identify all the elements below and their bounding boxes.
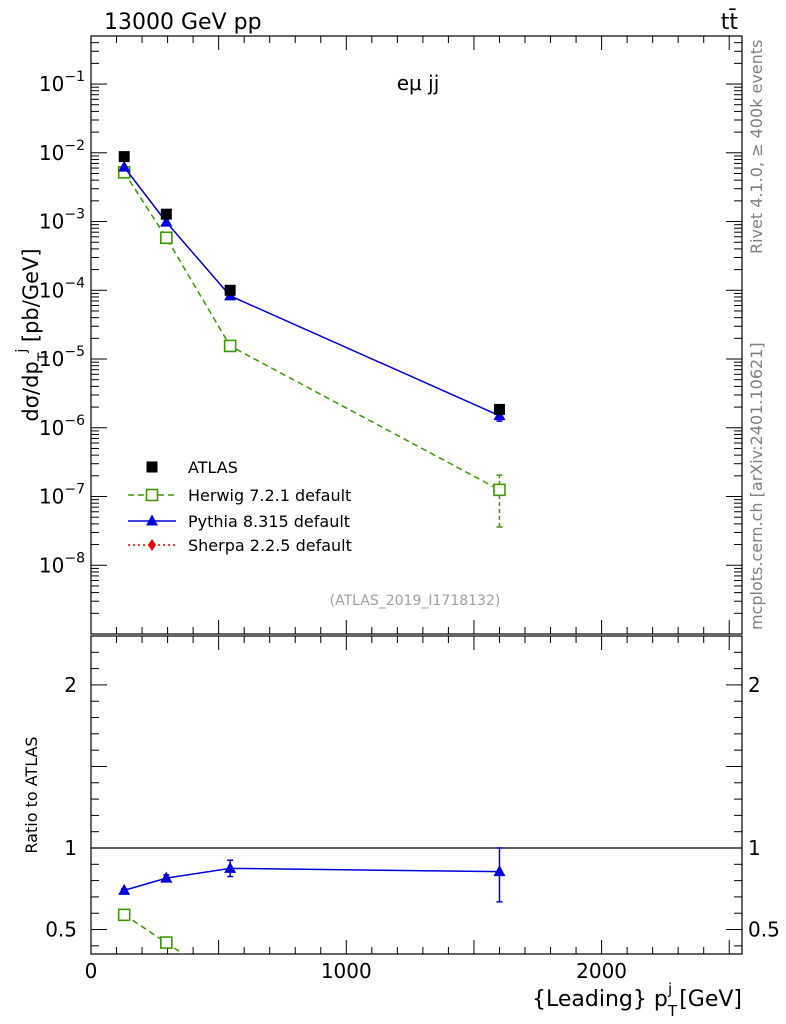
- legend-label-sherpa: Sherpa 2.2.5 default: [188, 536, 352, 555]
- main-data-layer: [117, 151, 506, 528]
- legend-marker-sherpa: [148, 539, 156, 551]
- ratio-y-tick-label-left: 1: [64, 836, 77, 860]
- y-tick-label: 10−2: [39, 138, 85, 165]
- legend-label-atlas: ATLAS: [188, 458, 238, 477]
- y-tick-label: 10−7: [39, 482, 85, 509]
- ratio-y-tick-label-right: 2: [748, 673, 761, 697]
- x-axis-label-text: {Leading} pTj [GeV]: [532, 980, 742, 1020]
- atlas-marker: [493, 403, 505, 415]
- y-tick-label: 10−5: [39, 344, 85, 371]
- x-tick-label: 0: [85, 959, 98, 983]
- y-tick-label: 10−8: [39, 550, 85, 577]
- ratio-herwig-marker: [225, 980, 236, 991]
- legend-marker-herwig: [145, 488, 159, 502]
- main-y-axis-label-text: dσ/dpTj [pb/GeV]: [14, 248, 52, 421]
- herwig-marker: [493, 483, 506, 497]
- ratio-y-tick-label-left: 2: [64, 673, 77, 697]
- ratio-herwig-marker: [117, 908, 131, 922]
- ratio-axis-ticks: [90, 635, 742, 954]
- ratio-y-axis-label: Ratio to ATLAS: [22, 736, 41, 853]
- ratio-data-layer: [91, 847, 742, 991]
- legend: ATLAS Herwig 7.2.1 default Pythia 8.315 de…: [128, 458, 352, 555]
- pythia-line: [123, 166, 500, 417]
- atlas-marker: [224, 284, 236, 296]
- rivet-label: Rivet 4.1.0, ≥ 400k events: [747, 40, 766, 254]
- ratio-herwig-line: [123, 914, 185, 954]
- atlas-marker: [160, 208, 172, 220]
- herwig-line: [123, 171, 500, 491]
- main-axis-ticks: [90, 35, 742, 635]
- ratio-panel-frame: [90, 635, 743, 955]
- ratio-pythia-marker: [160, 871, 173, 883]
- ratio-pythia-marker: [224, 861, 237, 873]
- pythia-marker: [160, 215, 173, 227]
- ratio-y-tick-label-left: 0.5: [45, 918, 77, 942]
- energy-label: 13000 GeV pp: [104, 10, 262, 35]
- mcplots-label: mcplots.cern.ch [arXiv:2401.10621]: [747, 342, 766, 630]
- legend-marker-atlas: [146, 461, 158, 473]
- main-plot-title: eμ jj: [397, 71, 440, 95]
- y-tick-label: 10−1: [39, 69, 85, 96]
- x-tick-label: 2000: [576, 959, 627, 983]
- ratio-pythia-marker: [118, 883, 131, 895]
- atlas-marker: [118, 151, 130, 163]
- ratio-pythia-marker: [493, 865, 506, 877]
- main-y-tick-labels: 10−8 10−7 10−6 10−5 10−4 10−3 10−2 10−1: [39, 69, 85, 577]
- herwig-marker: [160, 231, 173, 245]
- y-tick-label: 10−6: [39, 413, 85, 440]
- process-label: tt̄: [721, 9, 739, 35]
- y-tick-label: 10−3: [39, 207, 85, 234]
- x-axis-label: {Leading} pTj [GeV]: [532, 980, 742, 1020]
- ratio-pythia-line: [123, 867, 500, 892]
- ratio-herwig-marker: [160, 936, 173, 949]
- legend-label-pythia: Pythia 8.315 default: [188, 512, 350, 531]
- herwig-marker: [223, 339, 237, 353]
- legend-label-herwig: Herwig 7.2.1 default: [188, 486, 351, 505]
- main-y-axis-label: dσ/dpTj [pb/GeV]: [14, 248, 52, 421]
- ratio-y-tick-label-right: 1: [748, 836, 761, 860]
- y-tick-label: 10−4: [39, 275, 85, 302]
- pythia-marker: [118, 160, 131, 172]
- ratio-y-tick-labels: 0.5 0.5 1 1 2 2: [45, 673, 780, 942]
- ratio-y-tick-label-right: 0.5: [748, 918, 780, 942]
- x-tick-label: 1000: [321, 959, 372, 983]
- x-tick-labels: 0 1000 2000: [85, 959, 627, 983]
- legend-marker-pythia: [146, 514, 158, 526]
- main-panel-frame: [90, 35, 743, 635]
- analysis-label: (ATLAS_2019_I1718132): [330, 593, 501, 609]
